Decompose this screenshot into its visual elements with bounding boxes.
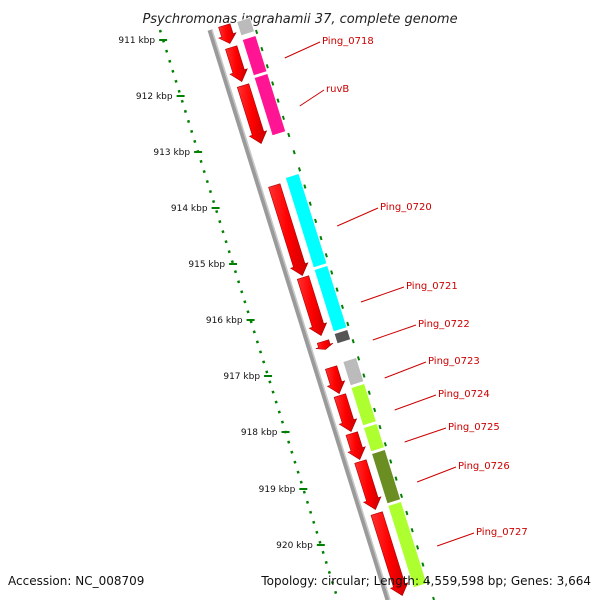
gene-arrow: [296, 275, 328, 336]
strand-line: [255, 29, 435, 600]
gene-label-leader: [404, 427, 447, 443]
topology-text: Topology: circular; Length: 4,559,598 bp…: [261, 574, 591, 588]
gene-arrow: [333, 393, 358, 432]
gene-label-leader: [360, 286, 405, 303]
scale-tick-label: 913 kbp: [153, 148, 190, 158]
gene-label-leader: [372, 324, 417, 341]
map-title: Psychromonas ingrahamii 37, complete gen…: [142, 12, 457, 27]
gene-feature-box: [284, 172, 328, 269]
gene-feature-box: [342, 356, 365, 387]
gene-label: Ping_0721: [406, 281, 458, 292]
gene-feature-box: [371, 448, 402, 505]
scale-tick-label: 918 kbp: [241, 428, 278, 438]
scale-tick-label: 912 kbp: [136, 92, 173, 102]
scale-tick-label: 920 kbp: [276, 541, 313, 551]
gene-arrow: [225, 45, 248, 82]
genome-backbone-highlight: [211, 29, 391, 600]
gene-arrow: [345, 431, 366, 460]
gene-arrow: [217, 23, 237, 44]
gene-label: Ping_0718: [322, 36, 374, 47]
gene-arrow: [354, 459, 382, 510]
gene-label: Ping_0725: [448, 422, 500, 433]
gene-feature-box: [236, 16, 256, 37]
gene-label: Ping_0727: [476, 527, 528, 538]
gene-arrow: [315, 339, 334, 350]
gene-labels: Ping_0718 ruvB Ping_0720 Ping_0721 Ping_0722…: [284, 36, 528, 547]
gene-label-leader: [299, 89, 325, 107]
scale-tick-label: 919 kbp: [259, 485, 296, 495]
gene-features: [236, 16, 428, 589]
gene-label-leader: [284, 41, 321, 59]
gene-arrow: [370, 511, 409, 596]
scale-tick-label: 911 kbp: [118, 36, 155, 46]
gene-arrows: [217, 23, 409, 596]
scale-tick-label: 915 kbp: [188, 260, 225, 270]
gene-label-leader: [384, 361, 427, 379]
gene-feature-box: [253, 72, 287, 137]
scale-ticks: 911 kbp 912 kbp 913 kbp 914 kbp 915 kbp 916 k…: [118, 36, 325, 551]
gene-feature-box: [313, 264, 348, 333]
gene-label: ruvB: [326, 84, 349, 95]
gene-feature-box: [333, 328, 352, 345]
gene-label: Ping_0720: [380, 202, 432, 213]
gene-arrow: [268, 183, 309, 276]
gene-label-leader: [394, 394, 437, 411]
gene-feature-box: [362, 422, 385, 453]
accession-text: Accession: NC_008709: [8, 574, 145, 588]
gene-label-leader: [416, 466, 457, 483]
gene-label: Ping_0722: [418, 319, 470, 330]
gene-arrow: [325, 365, 346, 394]
gene-feature-box: [350, 382, 377, 427]
gene-arrow: [236, 83, 268, 144]
genome-backbone: [207, 29, 391, 600]
gene-label: Ping_0723: [428, 356, 480, 367]
gene-label: Ping_0726: [458, 461, 510, 472]
scale-tick-label: 914 kbp: [171, 204, 208, 214]
gene-feature-box: [387, 500, 428, 589]
gene-label-leader: [337, 207, 379, 227]
gene-label-leader: [436, 532, 475, 547]
gene-label: Ping_0724: [438, 389, 490, 400]
gene-feature-box: [241, 34, 268, 77]
scale-tick-label: 917 kbp: [223, 372, 260, 382]
scale-tick-label: 916 kbp: [206, 316, 243, 326]
